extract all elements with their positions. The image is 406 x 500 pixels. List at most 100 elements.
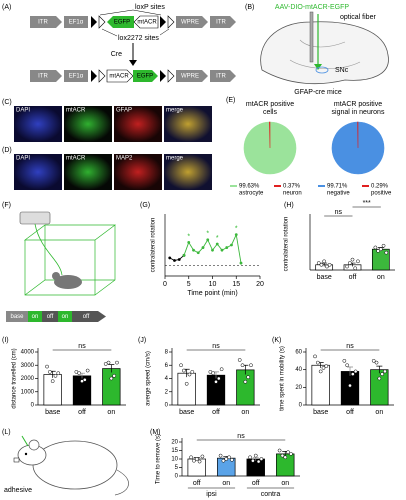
image-label: GFAP	[116, 108, 132, 114]
panel-label: (L)	[2, 429, 11, 436]
legend-label: astrocyte	[239, 191, 264, 197]
panel-label: (D)	[2, 147, 12, 154]
panel-label: (I)	[2, 337, 9, 344]
panel-label: (M)	[150, 429, 161, 436]
data-point	[77, 371, 82, 376]
data-point	[187, 241, 191, 244]
legend-label: positive	[371, 191, 392, 197]
data-point	[218, 453, 223, 458]
y-tick-label: 4000	[21, 350, 35, 356]
data-point	[381, 243, 386, 248]
data-point	[173, 259, 176, 262]
data-point	[383, 369, 387, 374]
data-point	[373, 245, 378, 250]
x-tick-label: 15	[232, 281, 240, 288]
element-label: mtACR	[137, 20, 157, 26]
bar	[340, 371, 360, 406]
data-point	[115, 360, 119, 365]
data-point	[322, 259, 327, 264]
x-tick-label: on	[241, 409, 249, 416]
data-point	[85, 368, 90, 373]
image-label: MAP2	[116, 156, 133, 162]
panel-label: (F)	[2, 202, 11, 209]
y-axis-label: contralateral rotation	[151, 218, 157, 273]
value-label: 0.29%	[371, 184, 389, 190]
data-point	[194, 457, 199, 461]
x-tick-label: base	[45, 409, 60, 416]
data-point	[259, 457, 264, 461]
data-point	[225, 246, 229, 249]
data-point	[237, 358, 242, 362]
element-label: WPRE	[181, 20, 199, 26]
data-point	[251, 458, 255, 463]
data-point	[189, 455, 193, 460]
phase-label: off	[83, 314, 90, 320]
data-point	[221, 458, 226, 463]
element-label: EF1α	[69, 20, 84, 26]
data-point	[313, 354, 317, 359]
image-label: mtACR	[66, 156, 86, 162]
pie-title: cells	[263, 109, 278, 116]
significance: ns	[78, 343, 86, 350]
data-point	[106, 360, 111, 365]
data-point	[179, 363, 183, 368]
x-axis-label: Time point (min)	[187, 290, 237, 297]
data-point	[249, 363, 253, 368]
x-tick-label: on	[375, 409, 383, 416]
x-tick-label: base	[179, 409, 194, 416]
y-tick-label: 4	[165, 376, 169, 382]
error-bar	[376, 365, 383, 374]
significance: ns	[237, 433, 245, 440]
significance: *	[235, 226, 238, 233]
data-point	[177, 258, 181, 261]
data-point	[371, 358, 376, 363]
group-label: ipsi	[206, 491, 217, 498]
x-tick-label: off	[349, 274, 357, 281]
data-point	[277, 448, 282, 453]
setup-diagram: base on off on off	[6, 211, 117, 322]
data-point	[319, 262, 324, 267]
y-tick-label: 0	[299, 403, 303, 409]
data-point	[45, 364, 49, 369]
data-point	[280, 453, 285, 458]
y-tick-label: 3000	[21, 363, 35, 369]
data-point	[182, 368, 186, 373]
y-tick-label: 1000	[21, 389, 35, 395]
data-point	[321, 366, 326, 370]
y-tick-label: 2000	[21, 376, 35, 382]
data-point	[240, 363, 245, 368]
annotation: AAV-DIO-mtACR-EGFP	[275, 4, 349, 11]
x-tick-label: off	[252, 480, 260, 487]
data-point	[196, 251, 200, 255]
x-tick-label: off	[346, 409, 354, 416]
significance: ns	[212, 343, 220, 350]
data-point	[345, 363, 350, 368]
data-point	[206, 238, 210, 242]
element-label: mtACR	[109, 74, 129, 80]
significance: ns	[346, 343, 354, 350]
bar	[246, 458, 265, 477]
construct-diagram: ITR EF1α EGFP mtACR WPRE ITR loxP sites …	[30, 4, 236, 83]
data-point	[289, 452, 293, 456]
data-point	[219, 367, 224, 372]
data-point	[243, 379, 248, 384]
data-point	[53, 374, 58, 378]
data-point	[227, 455, 231, 460]
image-label: merge	[166, 156, 184, 162]
phase-label: on	[62, 314, 69, 320]
data-point	[378, 247, 383, 252]
error-bar	[347, 366, 353, 376]
y-axis-label: contralateral rotation	[284, 217, 290, 272]
phase-label: base	[10, 314, 24, 320]
element-label: WPRE	[181, 74, 199, 80]
value-label: 99.71%	[327, 184, 348, 190]
panel-label: (G)	[140, 202, 150, 209]
y-tick-label: 2	[165, 389, 169, 395]
bar	[43, 374, 62, 406]
data-point	[253, 453, 258, 458]
bar	[236, 369, 255, 406]
panel-label: (E)	[226, 97, 235, 104]
data-point	[109, 376, 114, 381]
y-tick-label: 6	[165, 363, 169, 369]
data-point	[345, 264, 349, 269]
